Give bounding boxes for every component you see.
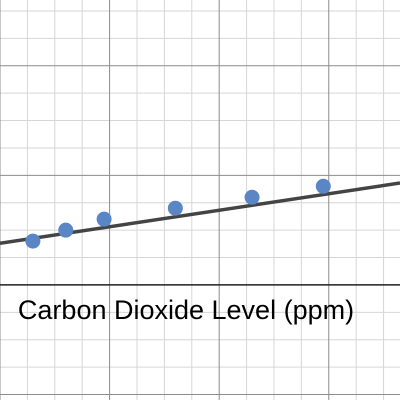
data-points — [25, 178, 331, 249]
data-point — [244, 189, 260, 205]
data-point — [25, 233, 41, 249]
data-point — [167, 200, 183, 216]
data-point — [58, 222, 74, 238]
x-axis-label: Carbon Dioxide Level (ppm) — [18, 295, 354, 325]
data-point — [96, 211, 112, 227]
data-point — [315, 178, 331, 194]
